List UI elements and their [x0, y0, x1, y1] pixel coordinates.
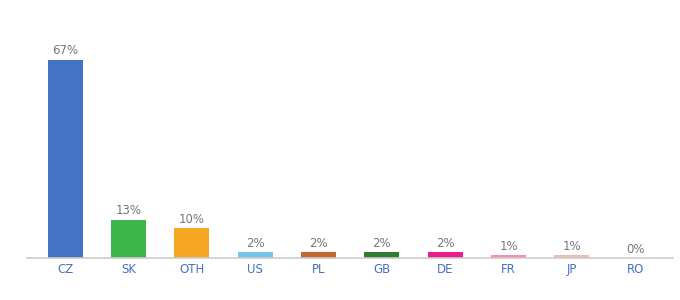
Bar — [554, 255, 590, 258]
Bar — [364, 252, 399, 258]
Bar — [301, 252, 336, 258]
Text: 2%: 2% — [246, 237, 265, 250]
Bar — [428, 252, 462, 258]
Text: 2%: 2% — [373, 237, 391, 250]
Text: 1%: 1% — [499, 240, 518, 253]
Text: 0%: 0% — [626, 243, 645, 256]
Bar — [238, 252, 273, 258]
Bar — [491, 255, 526, 258]
Text: 67%: 67% — [52, 44, 78, 57]
Text: 1%: 1% — [562, 240, 581, 253]
Bar — [111, 220, 146, 258]
Bar — [175, 228, 209, 258]
Text: 2%: 2% — [309, 237, 328, 250]
Text: 10%: 10% — [179, 213, 205, 226]
Text: 13%: 13% — [116, 204, 141, 217]
Bar — [48, 60, 82, 258]
Text: 2%: 2% — [436, 237, 454, 250]
